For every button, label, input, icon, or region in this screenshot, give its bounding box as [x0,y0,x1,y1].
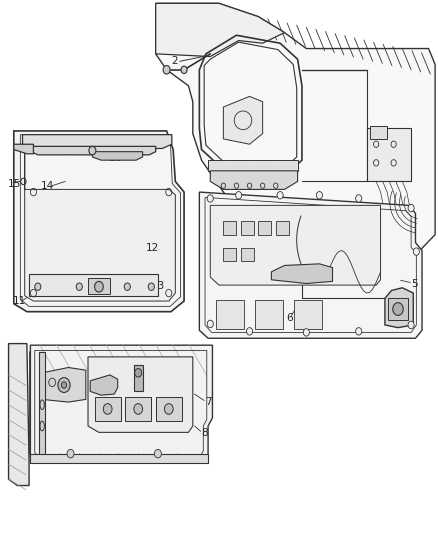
Circle shape [207,195,213,202]
Circle shape [408,321,414,329]
Bar [215,300,244,329]
Circle shape [76,283,82,290]
Text: 15: 15 [8,179,21,189]
Bar [125,397,151,421]
Circle shape [95,281,103,292]
Polygon shape [22,135,172,149]
Polygon shape [155,3,435,261]
Text: 5: 5 [411,279,418,289]
Text: 8: 8 [201,427,208,438]
Text: 1: 1 [65,147,72,157]
Polygon shape [272,264,332,284]
Polygon shape [210,205,381,285]
Bar [223,248,237,261]
Text: 14: 14 [41,181,54,191]
Circle shape [163,66,170,74]
Circle shape [277,191,283,199]
Polygon shape [88,357,193,432]
Circle shape [303,329,309,336]
Circle shape [164,403,173,414]
Polygon shape [25,150,175,301]
Text: 11: 11 [13,296,26,306]
Bar [294,300,322,329]
Circle shape [356,195,362,202]
Text: 16: 16 [109,154,122,163]
Circle shape [35,283,41,290]
Polygon shape [30,454,208,463]
Polygon shape [31,147,155,155]
Text: 12: 12 [146,243,159,253]
Circle shape [154,449,161,458]
Polygon shape [385,288,413,328]
Polygon shape [14,131,184,312]
Bar [370,126,387,139]
Polygon shape [14,144,33,154]
Bar [39,352,45,455]
Circle shape [67,449,74,458]
Circle shape [124,283,131,290]
Text: 6: 6 [287,313,293,322]
Text: 7: 7 [205,397,212,407]
Circle shape [207,320,213,328]
Circle shape [236,191,242,199]
Bar [223,221,237,235]
Polygon shape [208,160,297,171]
Circle shape [135,368,142,377]
Polygon shape [9,344,29,486]
Polygon shape [92,152,143,160]
Circle shape [103,403,112,414]
Polygon shape [90,375,118,395]
Bar [95,397,121,421]
Circle shape [58,377,70,392]
Polygon shape [223,96,263,144]
Circle shape [61,382,67,388]
Circle shape [49,378,56,386]
Text: 13: 13 [151,281,165,291]
Bar [241,221,254,235]
Circle shape [247,328,253,335]
Circle shape [408,204,414,212]
Circle shape [316,191,322,199]
Bar [389,298,408,320]
Circle shape [356,328,362,335]
Bar [88,278,110,294]
Circle shape [134,403,143,414]
Polygon shape [199,192,422,338]
Bar [134,365,143,391]
Bar [255,300,283,329]
Polygon shape [30,345,212,463]
Polygon shape [29,274,158,296]
Text: 2: 2 [171,56,177,67]
Bar [241,248,254,261]
Circle shape [181,66,187,74]
Circle shape [393,303,403,316]
Bar [155,397,182,421]
Bar [276,221,289,235]
Polygon shape [210,171,297,189]
Circle shape [148,283,154,290]
Circle shape [413,248,420,255]
Bar [258,221,272,235]
Bar [367,128,411,181]
Circle shape [89,147,96,155]
Polygon shape [42,368,86,402]
Polygon shape [155,3,285,56]
